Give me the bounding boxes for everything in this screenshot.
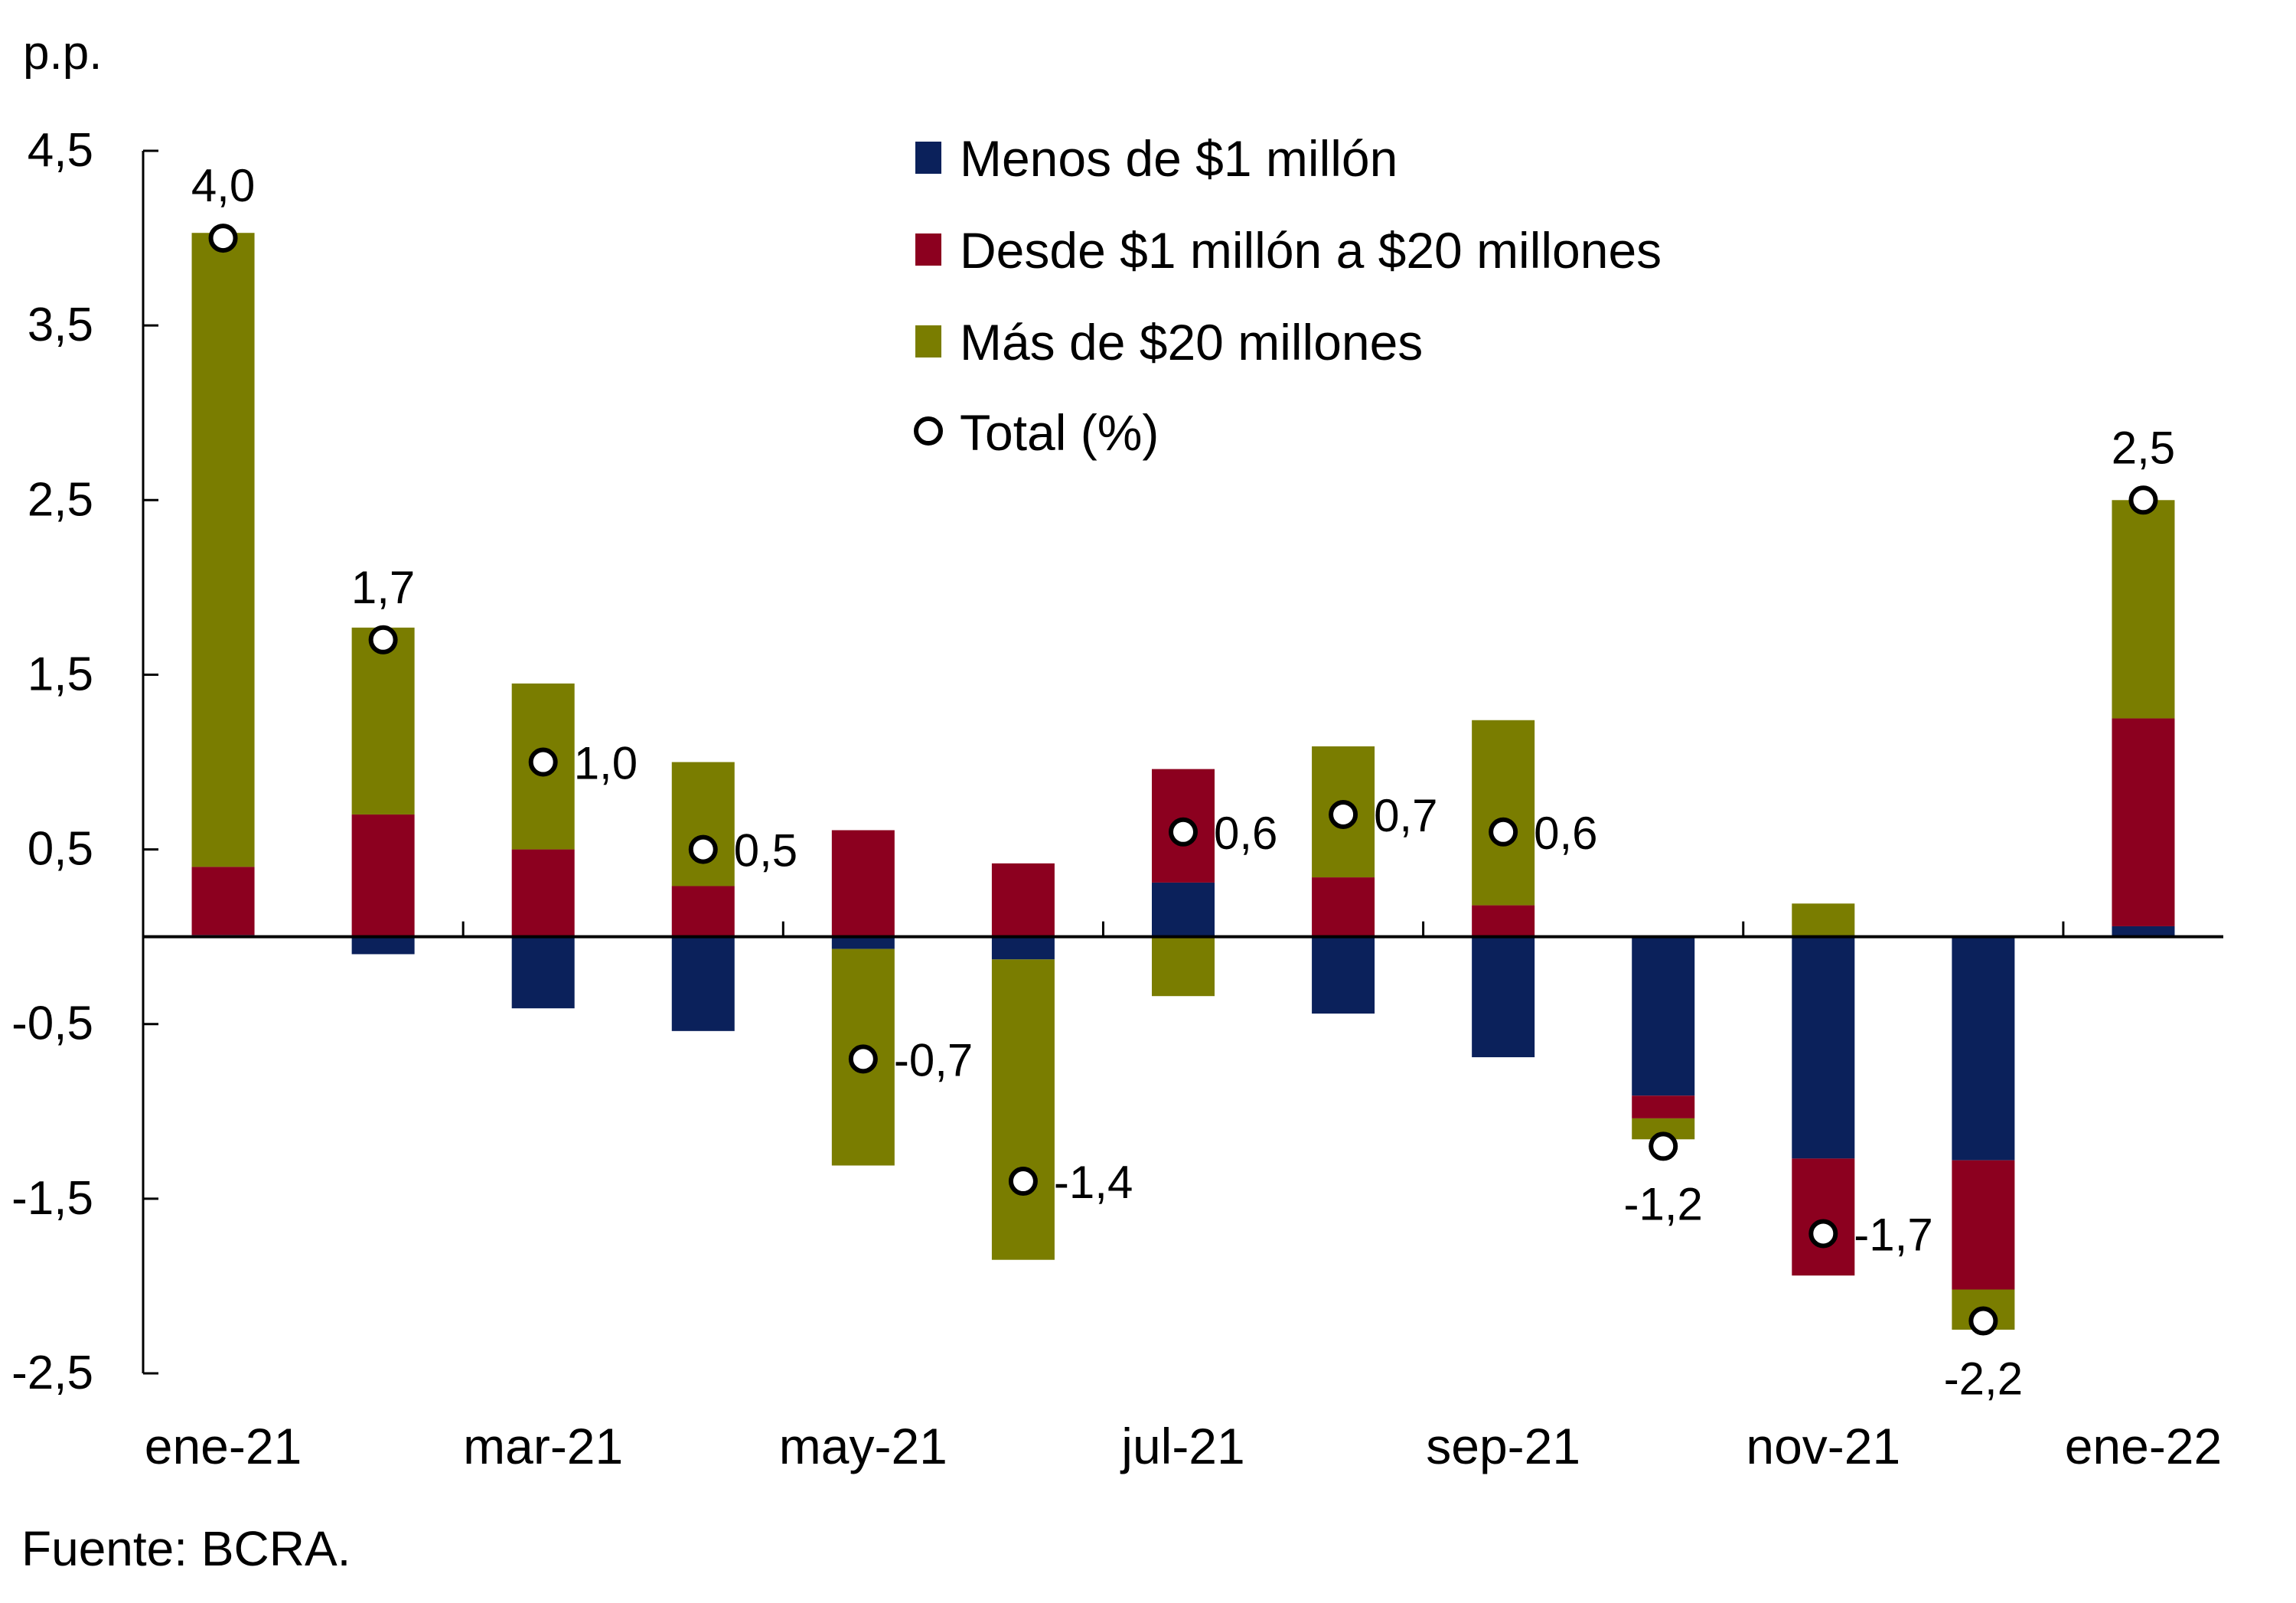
x-tick-label: ene-22 [2065,1418,2223,1474]
y-tick-label: 4,5 [28,124,93,177]
bar-segment-1m-20m [1472,905,1535,937]
y-tick-label: 3,5 [28,299,93,351]
bar-segment-mas-20m [2112,500,2175,719]
x-tick-label: nov-21 [1746,1418,1900,1474]
x-tick-label: may-21 [779,1418,947,1474]
bar-segment-menos-1m [2112,926,2175,937]
legend-label-total: Total (%) [960,404,1159,461]
total-markers: 4,0 1,7 1,0 0,5 -0,7 -1,4 0,6 0,7 0,6 -1,2 -1,7 -2,… [191,160,2175,1404]
total-data-label: 0,5 [734,825,797,877]
bar-segment-menos-1m [351,936,415,955]
bar-segment-menos-1m [991,936,1055,960]
bar-segment-mas-20m [1472,720,1535,906]
bar-segment-1m-20m [1312,877,1375,937]
legend-label-mas-20m: Más de $20 millones [960,314,1423,371]
total-marker [1649,1131,1678,1161]
legend: Menos de $1 millón Desde $1 millón a $20… [914,130,1662,461]
legend-swatch-mas-20m [915,325,941,357]
bar-segment-menos-1m [1632,936,1695,1096]
total-marker [848,1044,878,1074]
bar-segment-1m-20m [2112,718,2175,926]
total-data-label: -0,7 [894,1034,973,1086]
bar-segment-1m-20m [831,830,895,937]
bar-segment-menos-1m [1792,936,1855,1159]
bar-segment-menos-1m [1952,936,2015,1161]
total-data-label: -1,4 [1054,1157,1133,1208]
bar-segment-1m-20m [511,849,575,937]
bar-segment-1m-20m [1632,1095,1695,1118]
x-axis: ene-21 mar-21 may-21 jul-21 sep-21 nov-21 ene-… [145,921,2223,1474]
bar-segment-mas-20m [351,627,415,815]
total-marker [1169,817,1198,847]
y-tick-label: 2,5 [28,473,93,526]
bar-segment-1m-20m [1792,1158,1855,1276]
total-marker [2128,485,2158,515]
total-data-label: 0,6 [1214,808,1277,859]
source-note: Fuente: BCRA. [21,1521,351,1576]
bars [191,233,2175,1330]
y-tick-label: 0,5 [28,823,93,876]
bar-segment-1m-20m [191,867,255,935]
legend-swatch-1m-20m [915,233,941,266]
legend-total-marker-icon [914,416,943,446]
bar-segment-menos-1m [511,936,575,1009]
bar-segment-1m-20m [671,886,735,937]
total-marker [1329,799,1358,829]
total-marker [1489,817,1518,847]
bar-segment-menos-1m [831,936,895,949]
total-data-label: 4,0 [191,160,255,211]
bar-segment-mas-20m [1152,936,1215,997]
bar-segment-mas-20m [991,959,1055,1260]
total-data-label: -1,7 [1854,1209,1932,1260]
legend-label-menos-1m: Menos de $1 millón [960,130,1397,187]
bar-segment-menos-1m [1152,882,1215,937]
total-marker [1008,1167,1038,1197]
total-marker [528,747,558,777]
total-marker [368,625,398,655]
total-data-label: 0,6 [1534,808,1597,859]
bar-segment-1m-20m [1952,1160,2015,1290]
y-tick-label: -2,5 [11,1347,93,1399]
legend-swatch-menos-1m [915,142,941,174]
total-marker [688,834,718,864]
total-data-label: 1,7 [351,562,415,613]
y-tick-label: -1,5 [11,1172,93,1225]
total-data-label: 1,0 [574,738,638,789]
x-tick-label: mar-21 [463,1418,623,1474]
y-tick-label: 1,5 [28,648,93,700]
total-data-label: -2,2 [1944,1353,2023,1405]
total-data-label: -1,2 [1624,1178,1703,1229]
total-data-label: 0,7 [1374,790,1437,841]
bar-segment-mas-20m [1792,903,1855,937]
bar-segment-1m-20m [991,863,1055,937]
total-marker [208,224,238,253]
bar-segment-mas-20m [191,233,255,867]
y-axis: 4,5 3,5 2,5 1,5 0,5 -0,5 -1,5 -2,5 [11,124,158,1399]
bar-segment-menos-1m [1312,936,1375,1014]
bar-segment-menos-1m [1472,936,1535,1058]
bar-segment-1m-20m [351,814,415,937]
x-tick-label: jul-21 [1120,1418,1244,1474]
legend-label-1m-20m: Desde $1 millón a $20 millones [960,222,1662,279]
bar-segment-mas-20m [671,762,735,886]
total-data-label: 2,5 [2112,422,2175,473]
total-marker [1808,1219,1838,1249]
x-tick-label: ene-21 [145,1418,302,1474]
y-unit-label: p.p. [23,27,102,80]
y-tick-label: -0,5 [11,997,93,1050]
x-tick-label: sep-21 [1426,1418,1580,1474]
bar-segment-menos-1m [671,936,735,1031]
total-marker [1968,1306,1998,1336]
